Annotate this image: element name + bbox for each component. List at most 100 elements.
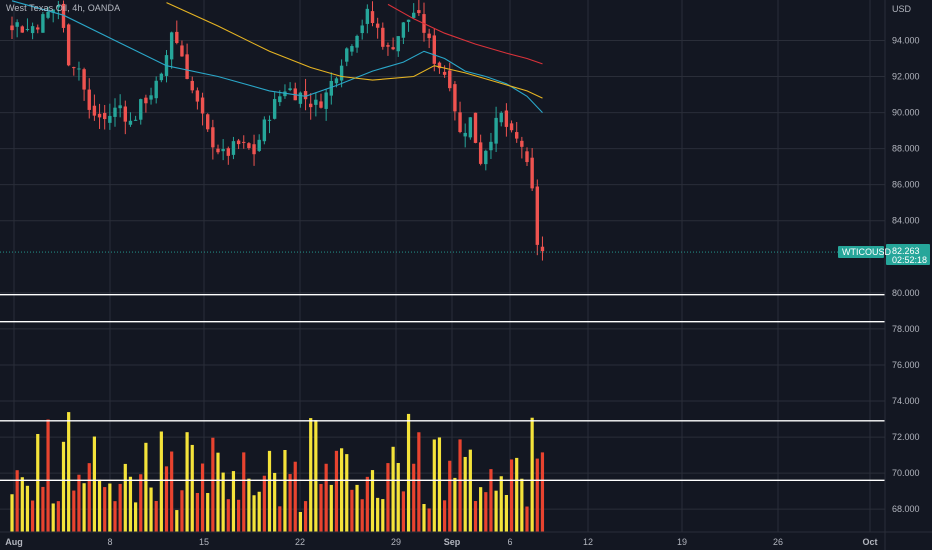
candle-down[interactable] [10, 25, 14, 31]
candle-down[interactable] [530, 157, 534, 189]
candle-up[interactable] [360, 25, 364, 34]
candle-down[interactable] [226, 148, 230, 156]
candle-down[interactable] [180, 45, 184, 57]
candle-down[interactable] [509, 123, 514, 131]
candle-down[interactable] [319, 101, 323, 108]
candle-down[interactable] [448, 70, 452, 89]
candle-down[interactable] [103, 112, 107, 120]
candle-up[interactable] [108, 115, 112, 123]
candle-up[interactable] [56, 5, 61, 8]
candle-up[interactable] [350, 46, 354, 52]
candle-up[interactable] [128, 120, 133, 125]
candle-up[interactable] [401, 22, 406, 38]
candle-down[interactable] [473, 112, 478, 143]
candle-down[interactable] [195, 90, 200, 102]
candle-up[interactable] [272, 99, 277, 119]
candle-up[interactable] [41, 14, 45, 33]
candle-up[interactable] [494, 117, 498, 144]
candle-up[interactable] [499, 112, 503, 123]
candle-down[interactable] [185, 54, 189, 79]
candle-up[interactable] [412, 12, 416, 18]
candle-up[interactable] [30, 26, 35, 34]
candle-down[interactable] [381, 27, 385, 47]
candle-down[interactable] [386, 45, 390, 47]
candle-up[interactable] [288, 88, 292, 91]
candle-up[interactable] [221, 149, 225, 152]
candle-down[interactable] [87, 89, 91, 110]
candle-up[interactable] [46, 11, 50, 18]
candle-down[interactable] [427, 33, 431, 39]
candle-up[interactable] [406, 19, 411, 22]
candle-down[interactable] [36, 27, 40, 30]
candle-down[interactable] [200, 97, 205, 114]
candle-down[interactable] [540, 246, 545, 252]
candle-up[interactable] [159, 73, 164, 81]
candle-down[interactable] [144, 97, 148, 104]
candle-down[interactable] [309, 103, 313, 108]
candle-down[interactable] [20, 26, 24, 33]
candle-up[interactable] [345, 48, 349, 62]
candle-down[interactable] [525, 151, 529, 163]
candle-down[interactable] [515, 132, 519, 139]
candle-down[interactable] [82, 69, 86, 90]
candle-down[interactable] [242, 141, 246, 143]
candle-down[interactable] [437, 62, 442, 69]
candle-up[interactable] [329, 80, 333, 96]
candle-up[interactable] [169, 32, 174, 60]
candle-up[interactable] [298, 92, 303, 104]
candle-up[interactable] [133, 119, 138, 121]
candle-down[interactable] [236, 140, 241, 145]
candle-up[interactable] [314, 99, 318, 105]
candle-down[interactable] [453, 84, 457, 112]
candle-up[interactable] [283, 91, 287, 97]
candle-down[interactable] [303, 91, 308, 100]
candle-up[interactable] [113, 107, 117, 117]
candle-up[interactable] [484, 150, 488, 165]
candle-down[interactable] [478, 142, 483, 164]
candle-down[interactable] [123, 106, 127, 122]
candle-down[interactable] [97, 113, 102, 118]
candle-up[interactable] [15, 22, 19, 27]
candle-down[interactable] [175, 31, 179, 43]
candle-down[interactable] [61, 3, 66, 28]
candle-up[interactable] [154, 80, 158, 99]
candle-down[interactable] [442, 71, 447, 75]
candle-down[interactable] [190, 80, 194, 91]
candle-up[interactable] [262, 119, 267, 142]
candle-down[interactable] [370, 11, 375, 23]
candle-down[interactable] [417, 10, 421, 14]
candle-up[interactable] [396, 36, 400, 52]
candle-down[interactable] [66, 24, 71, 66]
candle-up[interactable] [334, 78, 339, 84]
candle-down[interactable] [92, 105, 97, 116]
candle-down[interactable] [520, 140, 524, 147]
candle-up[interactable] [365, 8, 370, 24]
candle-down[interactable] [504, 110, 509, 127]
candle-up[interactable] [231, 141, 236, 155]
candle-down[interactable] [216, 148, 220, 153]
candle-down[interactable] [72, 67, 76, 69]
candle-up[interactable] [267, 119, 272, 121]
candle-down[interactable] [206, 114, 210, 130]
candle-up[interactable] [339, 65, 344, 81]
candle-down[interactable] [432, 35, 436, 64]
candle-up[interactable] [25, 29, 30, 31]
candle-up[interactable] [77, 68, 81, 70]
candle-up[interactable] [139, 99, 143, 120]
candle-down[interactable] [391, 47, 395, 50]
candle-up[interactable] [118, 105, 122, 109]
candle-down[interactable] [535, 186, 539, 245]
candle-down[interactable] [375, 23, 380, 28]
candle-up[interactable] [489, 141, 493, 151]
candle-down[interactable] [211, 127, 215, 148]
candle-up[interactable] [149, 95, 153, 100]
candle-up[interactable] [463, 132, 467, 137]
candle-down[interactable] [247, 143, 251, 149]
candle-up[interactable] [51, 9, 55, 13]
candle-up[interactable] [468, 117, 473, 138]
candle-up[interactable] [324, 92, 328, 109]
candle-down[interactable] [458, 112, 462, 133]
candle-down[interactable] [252, 144, 256, 155]
